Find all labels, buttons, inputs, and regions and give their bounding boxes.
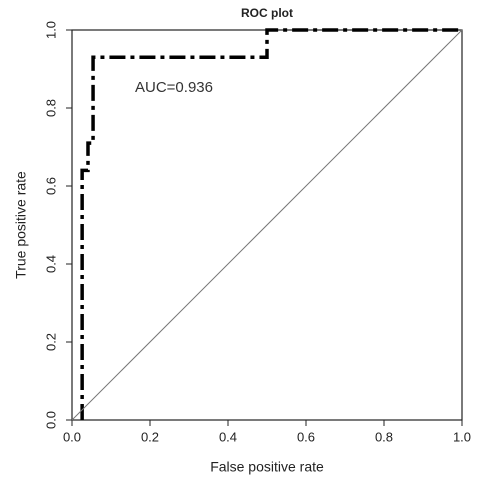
x-tick-label: 0.2	[141, 429, 159, 444]
annotation: AUC=0.936	[135, 79, 213, 96]
y-tick-label: 0.6	[43, 177, 58, 195]
roc-line	[80, 28, 462, 420]
x-axis-label: False positive rate	[210, 459, 324, 475]
x-tick-label: 0.8	[375, 429, 393, 444]
x-tick-label: 0.0	[63, 429, 81, 444]
y-tick-label: 0.8	[43, 99, 58, 117]
y-axis-label: True positive rate	[13, 171, 29, 279]
roc-line	[71, 29, 463, 421]
chart-title: ROC plot	[241, 6, 293, 20]
y-tick-label: 0.4	[43, 255, 58, 273]
x-tick-label: 0.6	[297, 429, 315, 444]
x-tick-label: 1.0	[453, 429, 471, 444]
y-tick-label: 0.0	[43, 411, 58, 429]
y-tick-label: 1.0	[43, 21, 58, 39]
y-tick-label: 0.2	[43, 333, 58, 351]
x-tick-label: 0.4	[219, 429, 237, 444]
